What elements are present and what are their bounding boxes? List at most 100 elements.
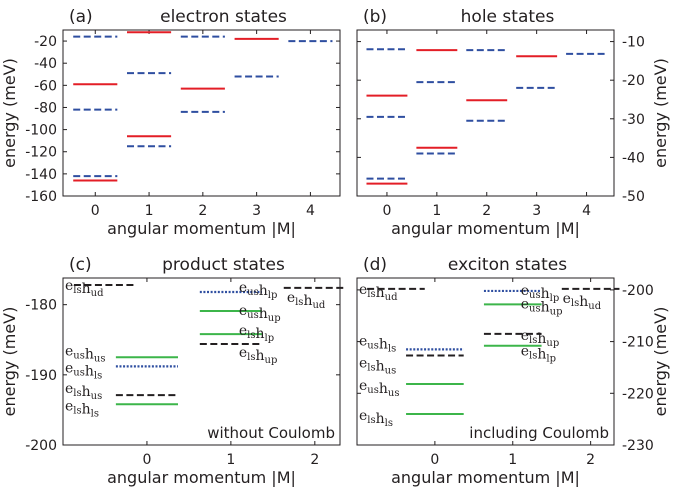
x-tick-label-b-0: 0 [382,203,391,219]
annotation-c: without Coulomb [207,424,335,442]
level-label-c-8-sub: ls [247,352,255,363]
level-label-c-5-base: e [239,280,247,296]
level-label-c-9-base: h [303,293,312,309]
y-tick-label-d-3: -200 [622,283,654,299]
level-label-d-4-sub: ls [385,418,393,429]
level-label-d-9-base: e [563,291,571,307]
level-label-c-1-base: e [65,343,73,359]
plot-frame-a [62,29,341,197]
level-label-c-8-sub: up [265,355,278,366]
panel-title-d: exciton states [448,255,567,275]
level-labels-c: elshudeushuseushlselshuselshlseushlpeush… [65,278,326,419]
level-label-d-2: elshus [359,356,396,377]
y-tick-label-b-1: -40 [622,150,645,166]
x-axis-label-b: angular momentum |M| [391,219,580,238]
level-label-d-1: eushls [359,333,396,354]
level-label-d-6-sub: us [529,303,541,314]
y-tick-label-b-0: -50 [622,189,645,205]
level-label-c-8: elshup [239,345,278,366]
level-label-c-0-base: h [82,281,91,297]
level-label-d-0-sub: ud [385,292,398,303]
level-label-d-4-base: e [359,408,367,424]
y-tick-label-d-0: -230 [622,438,654,454]
level-label-c-6-base: e [239,303,247,319]
level-label-d-3-base: h [379,381,388,397]
x-tick-label-a-3: 3 [252,203,261,219]
x-axis-label-d: angular momentum |M| [391,468,580,487]
level-label-d-7-sub: ls [529,335,537,346]
level-label-c-9: elshud [287,290,326,311]
x-axis-label-a: angular momentum |M| [107,219,296,238]
level-label-c-4-base: e [65,398,73,414]
level-label-c-0: elshud [65,278,104,299]
plot-frame-c [62,277,341,446]
level-label-c-2-base: h [85,363,94,379]
level-label-d-8-base: h [537,347,546,363]
level-label-c-6-base: h [259,306,268,322]
y-tick-label-c-1: -190 [25,368,57,384]
level-label-d-8: elshlp [521,344,556,365]
y-tick-label-a-3: -100 [25,123,57,139]
level-label-d-9: elshud [563,291,602,312]
y-tick-label-a-1: -140 [25,167,57,183]
level-label-c-7-base: e [239,323,247,339]
level-label-d-3-sub: us [388,388,400,399]
level-label-d-6-base: e [521,296,529,312]
level-labels-d: elshudeushlselshuseushuselshlseushlpeush… [359,282,602,429]
level-label-d-9-base: h [579,294,588,310]
y-tick-label-a-4: -80 [34,100,57,116]
level-label-d-1-sub: ls [388,343,396,354]
level-label-d-5-base: h [541,286,550,302]
y-tick-label-c-0: -200 [25,438,57,454]
level-label-d-3-base: e [359,378,367,394]
level-label-c-3-base: e [65,381,73,397]
x-tick-label-a-0: 0 [91,203,100,219]
y-tick-label-b-3: -20 [622,73,645,89]
level-label-c-2: eushls [65,360,102,381]
level-label-d-0-base: e [359,282,367,298]
x-tick-label-a-4: 4 [306,203,315,219]
level-label-d-9-sub: ud [588,301,601,312]
level-label-c-0-base: e [65,278,73,294]
panel-d: 0 1 2 -230 -220 -210 -200 angular momentum |M| e… [356,255,670,487]
level-label-d-3: eushus [359,378,399,399]
level-label-c-9-sub: ud [312,300,325,311]
level-label-c-7-base: h [256,326,265,342]
level-label-d-6-sub: up [550,306,563,317]
level-label-d-8-sub: ls [529,351,537,362]
y-tick-label-b-2: -30 [622,112,645,128]
plot-frame-d [356,277,615,446]
y-tick-label-b-4: -10 [622,35,645,51]
panel-a: 0 1 2 3 4 -160 -140 -120 -100 -80 -60 -40 -20 angular… [0,7,341,238]
level-label-d-2-sub: ls [367,363,375,374]
level-label-d-0: elshud [359,282,398,303]
level-label-c-2-sub: us [73,367,85,378]
x-tick-label-c-2: 2 [310,452,319,468]
level-label-c-9-sub: ls [295,297,303,308]
level-label-c-8-base: e [239,345,247,361]
x-tick-label-b-2: 2 [482,203,491,219]
level-label-c-8-base: h [256,348,265,364]
level-label-c-3-sub: ls [73,388,81,399]
panel-label-b: (b) [363,7,387,27]
level-label-d-1-base: h [379,336,388,352]
level-label-c-2-base: e [65,360,73,376]
y-axis-label-b: energy (meV) [651,58,670,168]
level-label-c-6: eushup [239,303,281,324]
y-axis-label-a: energy (meV) [0,58,19,168]
y-tick-label-a-0: -160 [25,189,57,205]
level-label-d-5-sub: us [529,290,541,301]
y-tick-label-a-2: -120 [25,145,57,161]
level-label-c-3-base: h [82,384,91,400]
y-axis-label-c: energy (meV) [0,307,19,417]
x-tick-label-a-1: 1 [145,203,154,219]
panel-b: 0 1 2 3 4 -50 -40 -30 -20 -10 angular momentum |M|… [356,7,670,238]
level-label-c-4-sub: ls [91,408,99,419]
level-label-d-9-sub: ls [571,298,579,309]
plot-frame-b [356,29,615,197]
panel-title-b: hole states [461,7,555,27]
level-label-d-7-sub: up [546,338,559,349]
x-axis-label-c: angular momentum |M| [107,468,296,487]
level-label-c-5: eushlp [239,280,278,301]
